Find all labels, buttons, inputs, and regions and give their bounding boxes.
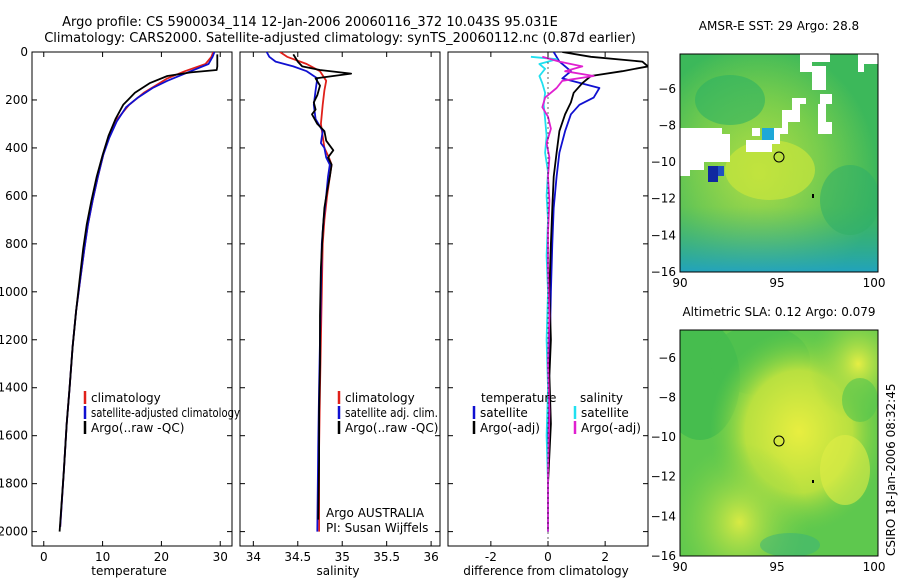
y-tick-label: 2000 [0,525,28,539]
sst-argo-marker [773,151,785,163]
sla-low-patch [842,378,878,422]
salinity-legend: climatology satellite adj. clim. Argo(..… [337,391,438,435]
temperature-series [58,52,219,532]
series-line-2 [530,55,558,532]
legend-label-climatology: climatology [91,391,161,405]
map-x-tick-label: 100 [863,560,886,574]
csiro-stamp: CSIRO 18-Jan-2006 08:32:45 [884,384,898,556]
map-x-tick-label: 95 [769,276,784,290]
x-tick-label: 10 [95,550,110,564]
y-tick-label: 200 [5,93,28,107]
map-x-tick-label: 90 [672,560,687,574]
temperature-legend: climatology satellite-adjusted climatolo… [83,391,240,435]
argo-australia-label: Argo AUSTRALIA [326,506,425,520]
x-tick-label: 35 [335,550,350,564]
sla-map-title: Altimetric SLA: 0.12 Argo: 0.079 [682,305,875,319]
map-y-tick-label: −6 [658,351,676,365]
map-y-tick-label: −12 [651,470,676,484]
series-line-0 [547,52,601,532]
map-x-tick-label: 90 [672,276,687,290]
y-tick-label: 1000 [0,285,28,299]
sst-cloud-gap [680,54,878,176]
legend-label-argo: Argo(..raw -QC) [345,421,438,435]
salinity-axes [239,51,441,547]
map-y-tick-label: −12 [651,192,676,206]
x-tick-label: 0 [544,550,552,564]
x-tick-label: -2 [485,550,497,564]
map-y-tick-label: −14 [651,509,676,523]
map-x-tick-label: 95 [769,560,784,574]
legend-label-temp-satellite: satellite [480,406,528,420]
legend-title-salinity: salinity [580,391,623,405]
sst-trajectory [812,194,814,198]
y-tick-label: 600 [5,189,28,203]
y-tick-label: 800 [5,237,28,251]
difference-legend: temperature salinity satellite Argo(-adj… [472,391,641,435]
map-y-tick-label: −6 [658,82,676,96]
y-tick-label: 1600 [0,429,28,443]
y-tick-label: 1400 [0,381,28,395]
x-tick-label: 35.5 [373,550,400,564]
map-y-tick-label: −10 [651,430,676,444]
sla-high-patch [820,435,870,505]
x-tick-label: 36 [423,550,438,564]
temperature-xlabel: temperature [91,564,166,578]
difference-xlabel: difference from climatology [463,564,629,578]
y-tick-label: 1800 [0,477,28,491]
sst-cool-patch [820,165,878,235]
legend-label-sal-argo: Argo(-adj) [581,421,641,435]
y-tick-label: 0 [20,45,28,59]
salinity-series [265,52,352,532]
map-x-tick-label: 100 [863,276,886,290]
series-line-2 [58,54,219,532]
series-line-0 [59,52,215,527]
map-y-tick-label: −16 [651,265,676,279]
series-line-1 [59,52,216,527]
sst-cold-pixel [762,128,774,140]
legend-label-sal-satellite: satellite [581,406,629,420]
series-line-3 [541,55,595,532]
sst-cool-patch [695,75,765,125]
map-y-tick-label: −8 [658,118,676,132]
sst-map-title: AMSR-E SST: 29 Argo: 28.8 [699,19,859,33]
x-tick-label: 30 [213,550,228,564]
sst-map [680,54,878,272]
legend-label-temp-argo: Argo(-adj) [480,421,540,435]
sst-cold-pixel [718,166,724,176]
sst-map-frame [679,53,879,273]
legend-label-satellite-adjusted: satellite-adjusted climatology [91,406,240,420]
series-line-1 [547,52,648,532]
legend-title-temperature: temperature [481,391,556,405]
x-tick-label: 0 [40,550,48,564]
map-y-tick-label: −16 [651,549,676,563]
series-line-2 [292,53,352,520]
figure-title-line2: Climatology: CARS2000. Satellite-adjuste… [44,31,636,46]
temperature-axes [31,51,233,547]
y-tick-label: 1200 [0,333,28,347]
legend-label-climatology: climatology [345,391,415,405]
sst-cold-pixel [708,166,718,182]
legend-label-satellite-adj: satellite adj. clim. [345,406,438,420]
legend-label-argo: Argo(..raw -QC) [91,421,184,435]
sla-map [680,330,878,556]
map-y-tick-label: −8 [658,390,676,404]
x-tick-label: 2 [601,550,609,564]
sla-argo-marker [773,435,785,447]
figure-title-line1: Argo profile: CS 5900034_114 12-Jan-2006… [62,15,558,30]
map-y-tick-label: −10 [651,155,676,169]
x-tick-label: 34 [246,550,261,564]
x-tick-label: 20 [154,550,169,564]
sla-low-patch [760,533,820,556]
sla-map-frame [679,329,879,557]
salinity-xlabel: salinity [316,564,359,578]
sst-warm-patch [725,140,815,200]
pi-label: PI: Susan Wijffels [326,521,428,535]
series-line-0 [279,52,333,532]
difference-series [530,52,648,532]
map-y-tick-label: −14 [651,228,676,242]
sla-trajectory [812,480,814,483]
y-tick-label: 400 [5,141,28,155]
x-tick-label: 34.5 [284,550,311,564]
